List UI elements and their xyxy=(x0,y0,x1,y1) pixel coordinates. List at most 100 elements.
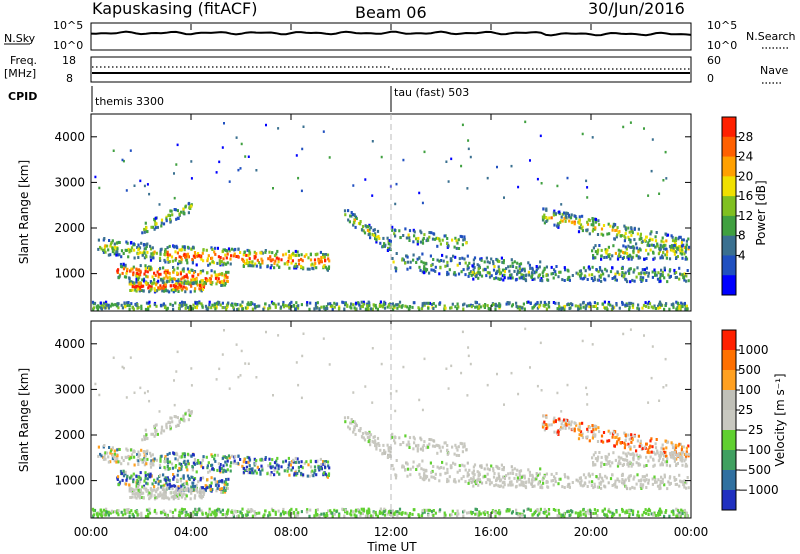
power-cell xyxy=(529,266,532,270)
power-cell xyxy=(687,247,690,251)
velocity-cell xyxy=(148,497,151,501)
velocity-cell xyxy=(484,510,487,513)
power-cell xyxy=(221,272,224,276)
power-cell xyxy=(153,227,156,231)
power-cell xyxy=(196,254,199,258)
velocity-cell xyxy=(191,514,194,518)
power-cell xyxy=(235,136,238,139)
power-cell xyxy=(560,307,563,311)
power-cell xyxy=(569,216,573,220)
power-cell xyxy=(587,265,591,269)
power-cell xyxy=(162,266,165,270)
velocity-cell xyxy=(409,473,412,477)
velocity-cell xyxy=(227,454,231,458)
velocity-cell xyxy=(488,468,491,472)
power-cell xyxy=(527,261,530,265)
power-cell xyxy=(159,284,162,288)
power-cell xyxy=(636,306,639,310)
velocity-cell xyxy=(476,512,479,516)
power-cell xyxy=(596,250,599,254)
velocity-cell xyxy=(241,507,244,511)
velocity-cell xyxy=(393,511,396,515)
power-cell xyxy=(433,237,437,241)
velocity-cell xyxy=(309,508,312,512)
velocity-cell xyxy=(254,513,257,517)
velocity-cell xyxy=(146,437,149,440)
power-cell xyxy=(507,276,510,280)
velocity-cell xyxy=(602,440,605,444)
power-cell xyxy=(468,272,471,275)
velocity-cell xyxy=(594,457,597,461)
velocity-cell xyxy=(439,508,442,512)
velocity-cell xyxy=(402,465,405,469)
power-cell xyxy=(248,249,251,253)
velocity-cell xyxy=(135,496,138,500)
power-cell xyxy=(139,281,142,285)
power-cell xyxy=(582,276,586,280)
power-cell xyxy=(454,236,457,240)
velocity-cell xyxy=(208,507,211,511)
power-cell xyxy=(230,247,234,251)
power-cell xyxy=(134,288,137,292)
power-cell xyxy=(649,248,652,252)
power-cell xyxy=(594,226,597,230)
velocity-cell xyxy=(600,439,603,443)
velocity-cell xyxy=(224,513,227,517)
velocity-cell xyxy=(591,480,594,484)
velocity-cell xyxy=(270,471,273,474)
power-cell xyxy=(382,236,385,240)
velocity-cell xyxy=(591,436,594,440)
velocity-cell xyxy=(253,457,256,461)
velocity-cell xyxy=(401,511,404,515)
velocity-cell xyxy=(548,512,551,516)
power-cell xyxy=(605,306,608,310)
velocity-cell xyxy=(137,475,140,479)
power-cell xyxy=(545,216,548,220)
power-cell xyxy=(243,262,247,266)
power-cell xyxy=(522,302,525,306)
velocity-cell xyxy=(130,456,133,460)
velocity-cell xyxy=(527,507,530,511)
power-cell xyxy=(565,215,568,219)
velocity-cell xyxy=(573,427,576,431)
power-cell xyxy=(627,226,630,230)
velocity-cell xyxy=(221,456,224,460)
power-cell xyxy=(378,304,382,308)
velocity-cell xyxy=(657,478,660,482)
power-cell xyxy=(560,215,563,219)
velocity-cell xyxy=(190,367,193,370)
power-cell xyxy=(684,250,687,254)
velocity-cell xyxy=(225,514,228,518)
velocity-cell xyxy=(373,511,376,515)
power-cell xyxy=(647,271,650,275)
power-cell xyxy=(165,270,169,274)
power-cell xyxy=(145,255,148,259)
velocity-cell xyxy=(274,510,277,514)
velocity-cell xyxy=(149,465,153,469)
power-cell xyxy=(110,302,113,306)
power-cell xyxy=(357,301,360,305)
velocity-cell xyxy=(367,432,370,435)
velocity-cell xyxy=(642,510,646,514)
velocity-cell xyxy=(248,464,251,468)
power-cell xyxy=(604,248,607,252)
velocity-cell xyxy=(213,512,216,516)
velocity-cell xyxy=(456,509,459,513)
velocity-cell xyxy=(615,485,618,489)
velocity-cell xyxy=(570,509,573,513)
velocity-cell xyxy=(679,442,682,446)
power-cell xyxy=(174,250,177,254)
power-cell xyxy=(584,307,587,311)
velocity-cell xyxy=(422,468,425,472)
power-cell xyxy=(131,280,134,284)
power-cell xyxy=(140,307,143,311)
velocity-cell xyxy=(149,472,152,476)
power-cell xyxy=(685,279,688,283)
velocity-cell xyxy=(157,493,160,497)
velocity-cell xyxy=(164,478,167,482)
power-cell xyxy=(175,217,178,221)
power-cell xyxy=(149,258,153,262)
power-cell xyxy=(178,286,181,290)
power-cell xyxy=(146,275,149,279)
power-cell xyxy=(175,282,178,286)
